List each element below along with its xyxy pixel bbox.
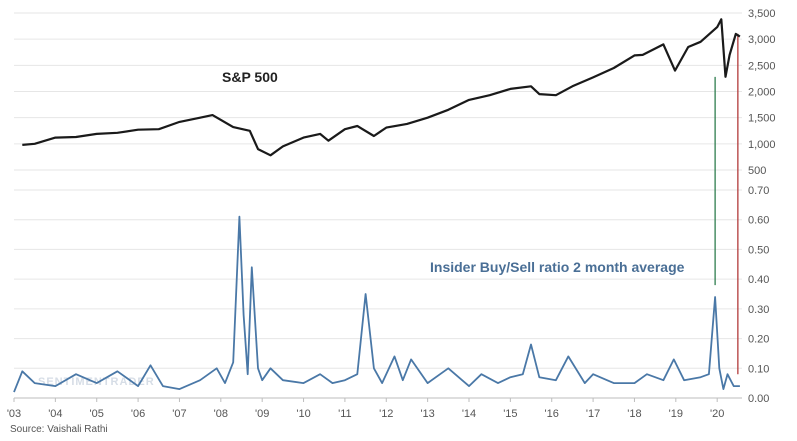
- lower-y-tick-label: 0.60: [748, 215, 769, 227]
- lower-y-tick-label: 0.40: [748, 274, 769, 286]
- grid-lines: [14, 12, 742, 399]
- x-tick-label: '16: [545, 408, 559, 420]
- upper-y-tick-label: 3,500: [748, 8, 776, 20]
- source-label: Source: Vaishali Rathi: [10, 424, 108, 435]
- marker-lines: [714, 33, 739, 375]
- x-tick-label: '13: [420, 408, 434, 420]
- upper-y-tick-label: 500: [748, 165, 766, 177]
- annotation-sp500: S&P 500: [222, 69, 278, 85]
- x-tick-label: '07: [172, 408, 186, 420]
- x-tick-label: '11: [338, 408, 352, 420]
- upper-y-tick-label: 2,500: [748, 60, 776, 72]
- upper-y-axis: 3,500 3,000 2,500 2,000 1,500 1,000 500: [748, 8, 776, 177]
- lower-y-tick-label: 0.20: [748, 334, 769, 346]
- upper-y-tick-label: 3,000: [748, 34, 776, 46]
- x-tick-label: '15: [503, 408, 517, 420]
- lower-y-tick-label: 0.50: [748, 244, 769, 256]
- insider-ratio-series-line: [13, 215, 740, 393]
- x-tick-label: '19: [669, 408, 683, 420]
- x-tick-label: '05: [90, 408, 104, 420]
- x-tick-label: '20: [710, 408, 724, 420]
- x-tick-label: '12: [379, 408, 393, 420]
- x-axis: '03 '04 '05 '06 '07 '08 '09 '10 '11 '12 '13 '14 '15 '…: [7, 398, 724, 420]
- upper-y-tick-label: 1,500: [748, 113, 776, 125]
- lower-y-tick-label: 0.00: [748, 393, 769, 405]
- upper-y-tick-label: 2,000: [748, 87, 776, 99]
- x-tick-label: '06: [131, 408, 145, 420]
- lower-y-tick-label: 0.70: [748, 185, 769, 197]
- x-tick-label: '09: [255, 408, 269, 420]
- x-tick-label: '03: [7, 408, 21, 420]
- x-tick-label: '10: [296, 408, 310, 420]
- upper-y-tick-label: 1,000: [748, 139, 776, 151]
- x-tick-label: '18: [627, 408, 641, 420]
- annotation-insider-ratio: Insider Buy/Sell ratio 2 month average: [430, 259, 685, 275]
- sp500-series-line: [22, 18, 741, 157]
- x-tick-label: '14: [462, 408, 476, 420]
- x-tick-label: '17: [586, 408, 600, 420]
- lower-y-axis: 0.70 0.60 0.50 0.40 0.30 0.20 0.10 0.00: [748, 185, 769, 405]
- x-tick-label: '04: [48, 408, 62, 420]
- lower-y-tick-label: 0.30: [748, 304, 769, 316]
- lower-y-tick-label: 0.10: [748, 363, 769, 375]
- x-tick-label: '08: [214, 408, 228, 420]
